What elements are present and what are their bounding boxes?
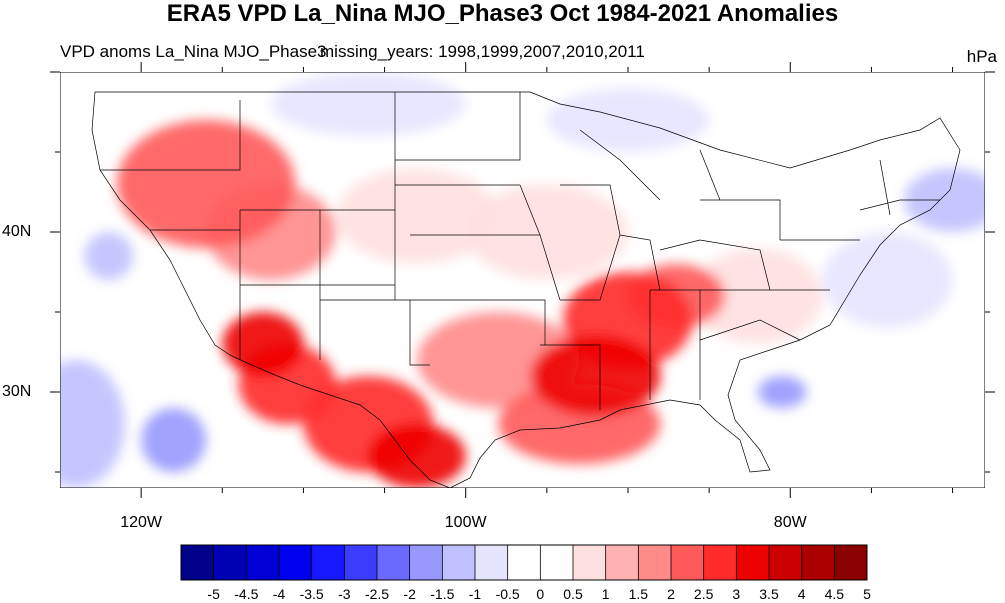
anomaly-region-11 (757, 376, 807, 408)
colorbar-swatch-14 (638, 545, 672, 580)
colorbar-swatch-17 (736, 545, 770, 580)
colorbar-swatch-20 (834, 545, 868, 580)
subtitle-left: VPD anoms La_Nina MJO_Phase3 (60, 42, 327, 61)
colorbar-label: 0.5 (563, 586, 583, 602)
anomaly-region-0 (660, 184, 791, 248)
colorbar-label: -4.5 (234, 586, 259, 602)
colorbar-label: -1.5 (430, 586, 455, 602)
colorbar-swatch-10 (507, 545, 541, 580)
colorbar-label: 4.5 (824, 586, 845, 602)
colorbar-label: 0 (536, 586, 545, 602)
colorbar-swatch-6 (377, 545, 411, 580)
colorbar-label: 3 (732, 586, 741, 602)
axis-ticks (50, 62, 995, 498)
lon-label-100W: 100W (444, 514, 487, 531)
anomaly-region-2 (270, 72, 466, 136)
units-label: hPa (966, 47, 997, 66)
anomaly-region-8 (84, 232, 134, 280)
map-title: ERA5 VPD La_Nina MJO_Phase3 Oct 1984-202… (166, 0, 839, 27)
anomaly-region-3 (546, 88, 710, 152)
colorbar-swatch-11 (540, 545, 574, 580)
colorbar-swatch-5 (344, 545, 378, 580)
colorbar-frame (180, 544, 868, 581)
colorbar-label: -3 (338, 586, 351, 602)
colorbar-swatch-3 (279, 545, 313, 580)
anomaly-region-9 (903, 168, 985, 232)
colorbar-label: -2.5 (364, 586, 390, 602)
colorbar-swatch-16 (703, 545, 737, 580)
colorbar-label: -1 (468, 586, 482, 602)
colorbar-label: 1.5 (628, 586, 649, 602)
anomaly-region-4 (335, 168, 499, 264)
colorbar-label: 2 (667, 586, 675, 602)
colorbar-label: 5 (863, 586, 871, 602)
colorbar-label: 1 (601, 586, 610, 602)
colorbar-swatch-13 (605, 545, 639, 580)
lat-label-30N: 30N (2, 383, 32, 400)
colorbar-swatch-4 (311, 545, 345, 580)
state-borders (91, 91, 961, 488)
lat-label-40N: 40N (2, 223, 32, 240)
anomaly-region-6 (692, 248, 823, 344)
anomaly-region-5 (465, 184, 628, 280)
anomaly-region-10 (141, 408, 207, 472)
colorbar-label: -2 (403, 586, 416, 602)
anomaly-region-21 (368, 424, 466, 488)
colorbar-label: -0.5 (495, 586, 520, 602)
colorbar-label: -3.5 (299, 586, 324, 602)
colorbar-swatch-0 (181, 545, 215, 580)
colorbar-label: 4 (797, 586, 806, 602)
lon-label-120W: 120W (120, 514, 163, 531)
colorbar-swatch-1 (213, 545, 247, 580)
colorbar-swatch-8 (442, 545, 476, 580)
colorbar-swatch-7 (409, 545, 443, 580)
colorbar-swatch-18 (769, 545, 803, 580)
anomaly-region-14 (116, 120, 296, 248)
anomaly-region-22 (530, 336, 661, 416)
subtitle-missing-years: missing_years: 1998,1999,2007,2010,2011 (320, 42, 645, 61)
colorbar-label: 2.5 (693, 586, 714, 602)
colorbar-label: 3.5 (759, 586, 779, 602)
colorbar-swatch-15 (671, 545, 705, 580)
anomaly-region-20 (222, 312, 304, 376)
anomaly-region-1 (822, 232, 953, 328)
colorbar-swatch-2 (246, 545, 280, 580)
anomaly-region-7 (60, 360, 125, 488)
colorbar-swatch-12 (573, 545, 607, 580)
colorbar-swatch-19 (801, 545, 835, 580)
colorbar-label: -4 (272, 586, 286, 602)
lon-label-80W: 80W (773, 514, 807, 531)
colorbar-label: -5 (207, 586, 220, 602)
colorbar-swatch-9 (475, 545, 509, 580)
colorbar (180, 544, 868, 581)
